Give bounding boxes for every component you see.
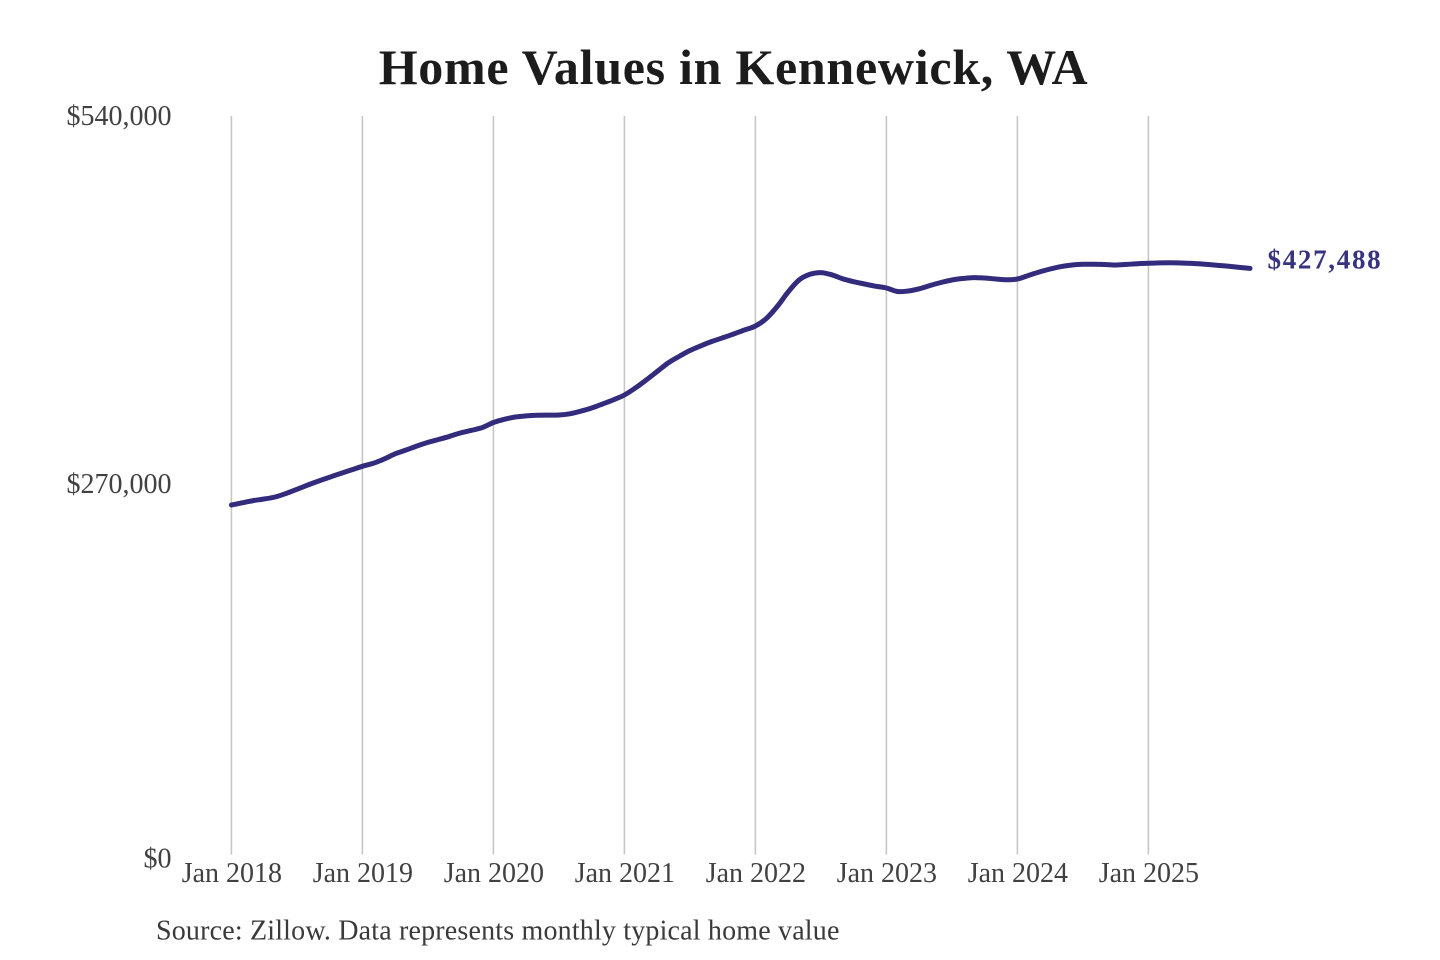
svg-text:$540,000: $540,000 — [67, 101, 172, 132]
svg-text:$0: $0 — [144, 844, 172, 875]
svg-text:Home Values in Kennewick, WA: Home Values in Kennewick, WA — [379, 39, 1089, 95]
svg-text:Source: Zillow. Data represent: Source: Zillow. Data represents monthly … — [156, 916, 840, 947]
svg-text:Jan 2020: Jan 2020 — [444, 858, 544, 889]
svg-text:$270,000: $270,000 — [67, 469, 172, 500]
svg-text:Jan 2022: Jan 2022 — [706, 858, 806, 889]
svg-text:Jan 2018: Jan 2018 — [182, 858, 282, 889]
svg-text:Jan 2024: Jan 2024 — [968, 858, 1068, 889]
svg-text:Jan 2021: Jan 2021 — [575, 858, 675, 889]
svg-text:Jan 2023: Jan 2023 — [837, 858, 937, 889]
svg-text:Jan 2019: Jan 2019 — [313, 858, 413, 889]
svg-text:Jan 2025: Jan 2025 — [1099, 858, 1199, 889]
svg-text:$427,488: $427,488 — [1268, 245, 1383, 275]
